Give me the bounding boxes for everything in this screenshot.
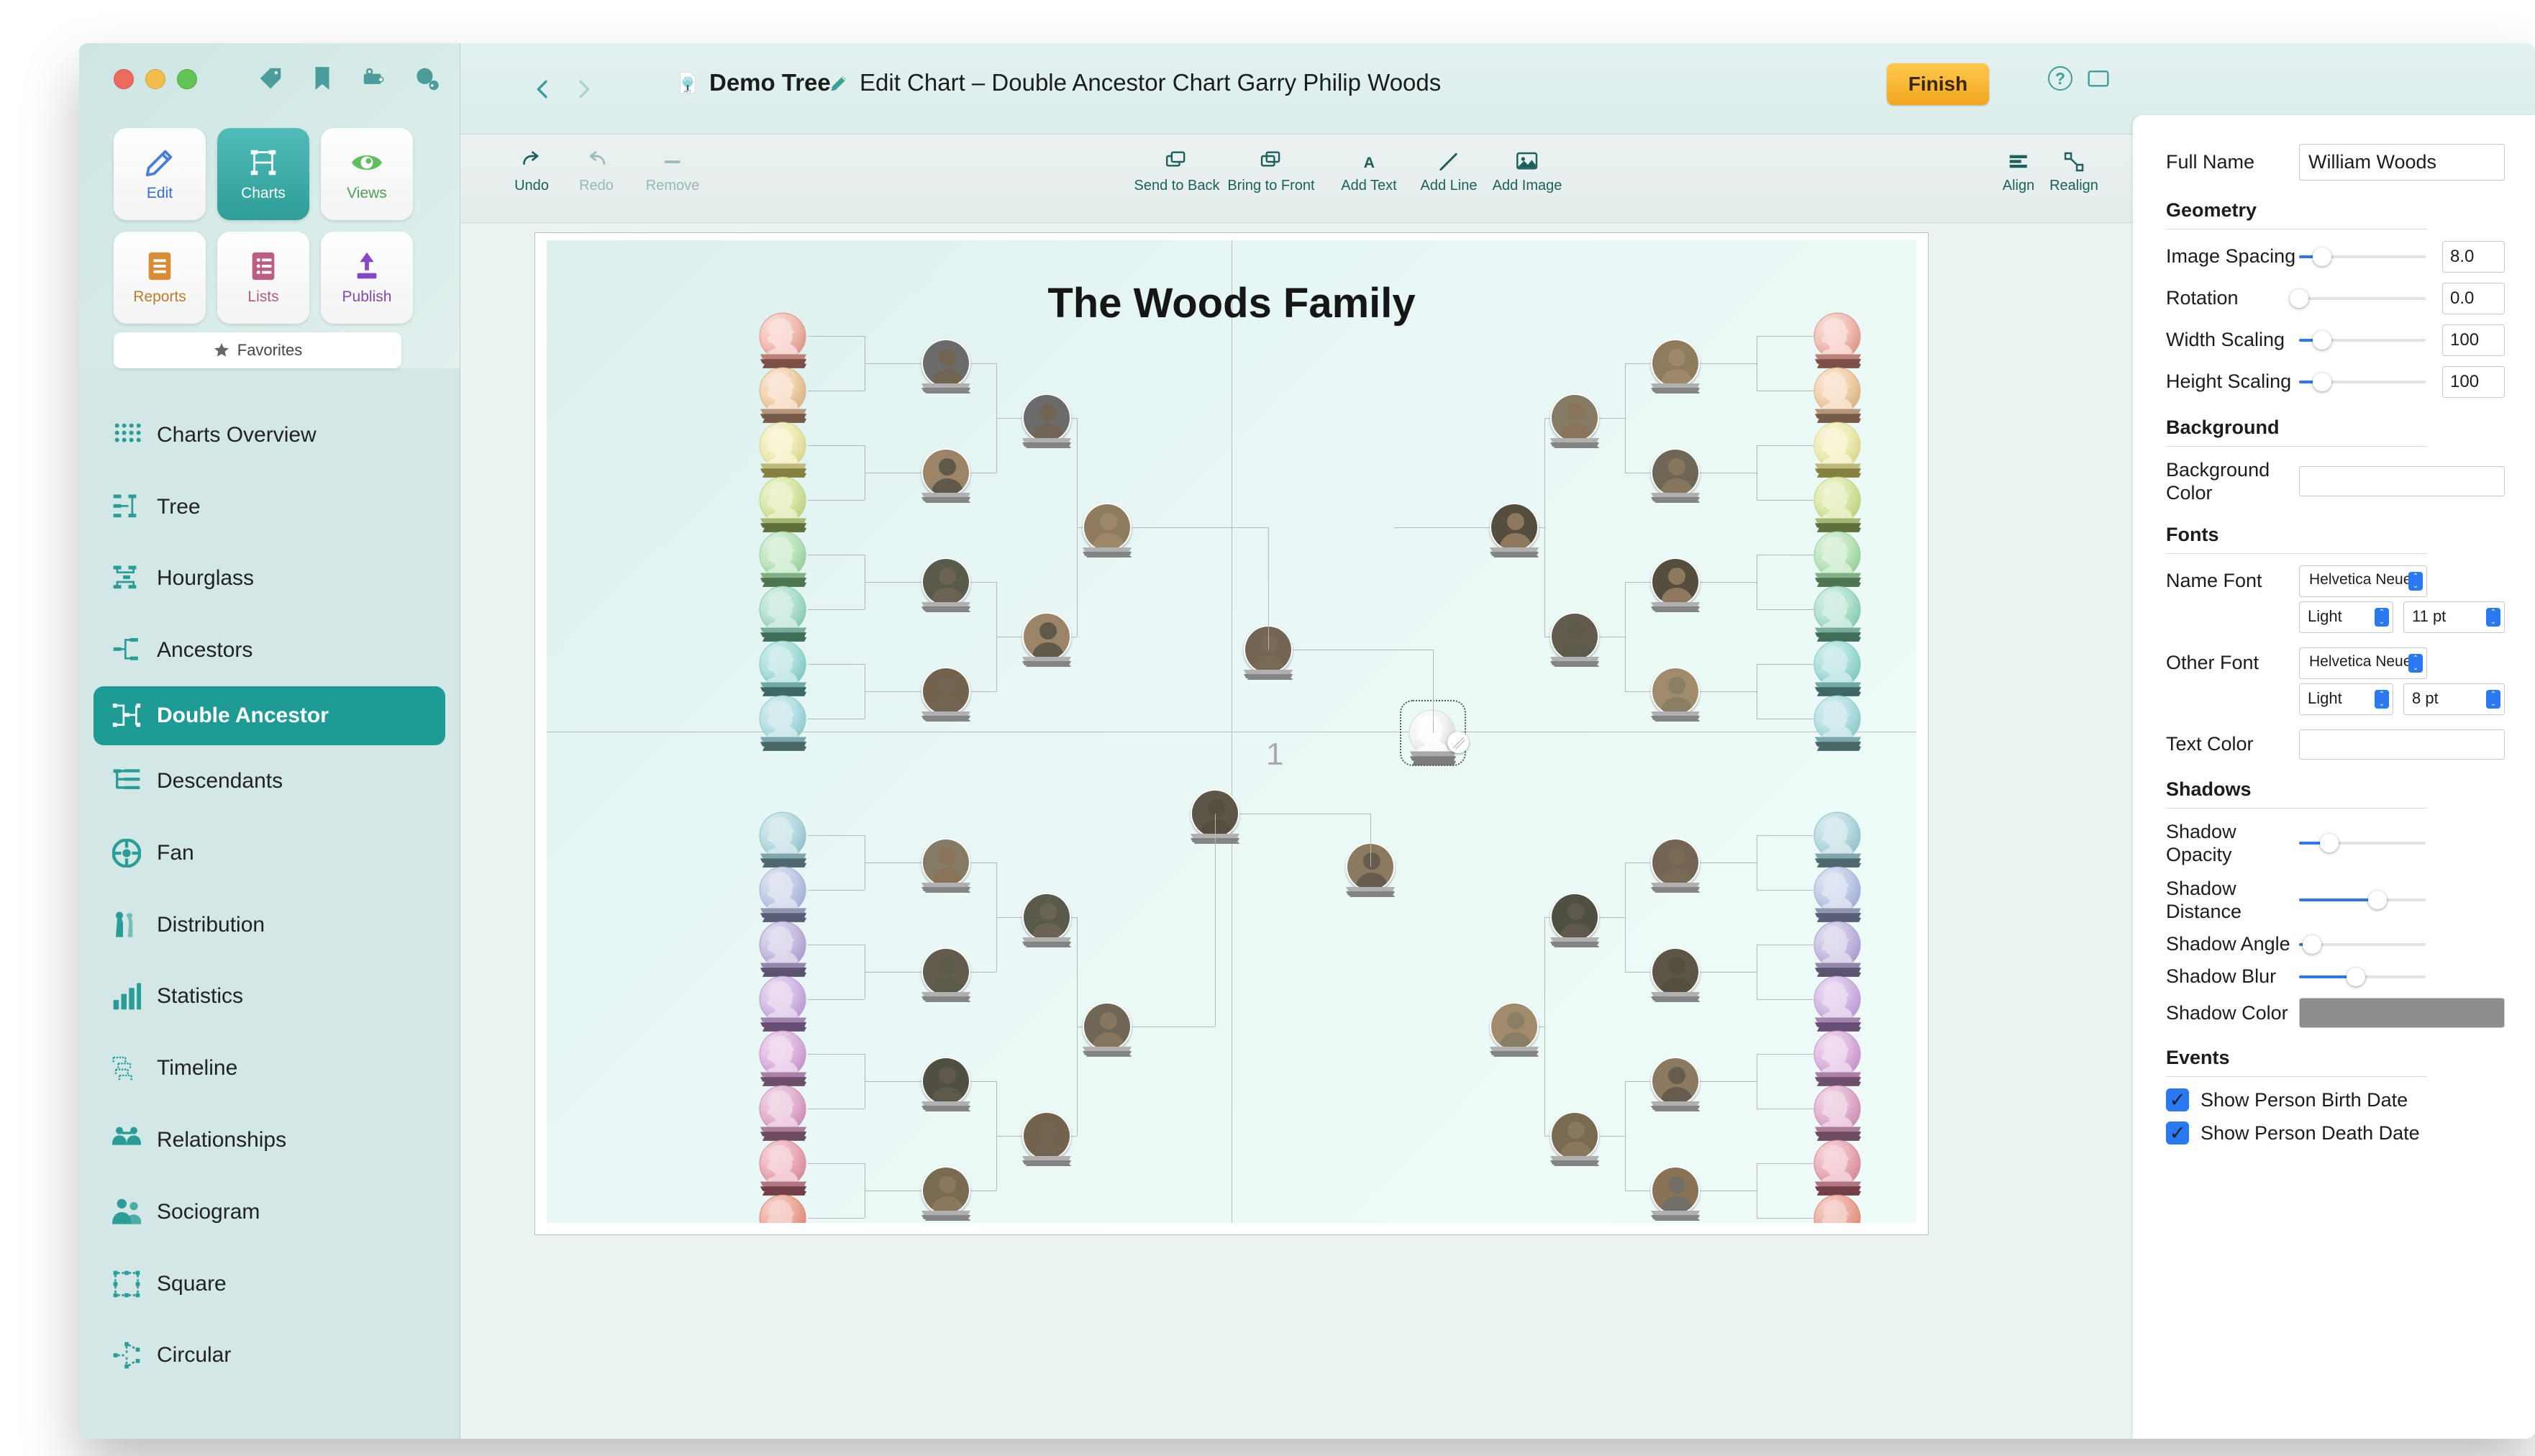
svg-text:A: A <box>1363 154 1374 171</box>
svg-text:MFT: MFT <box>684 89 691 94</box>
